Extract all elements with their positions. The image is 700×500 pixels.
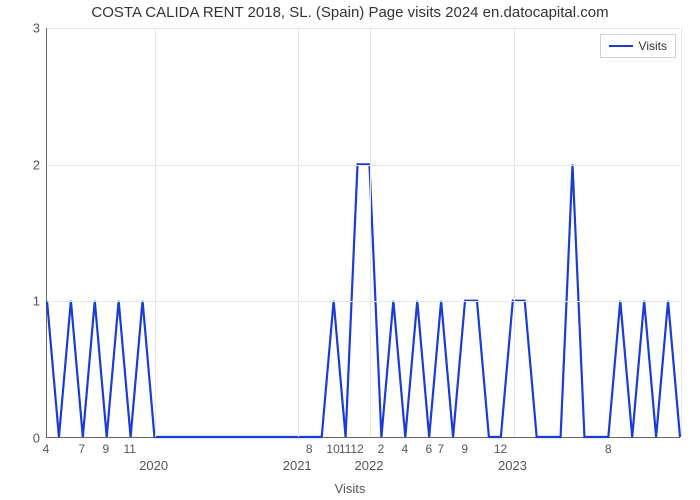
x-year-label: 2020 [139, 458, 168, 473]
grid-line-v [298, 28, 299, 437]
x-tick-label: 12 [494, 442, 507, 456]
x-tick-label: 9 [102, 442, 109, 456]
y-tick-label: 3 [10, 21, 40, 36]
x-tick-label: 7 [437, 442, 444, 456]
x-year-label: 2021 [283, 458, 312, 473]
x-year-label: 2023 [498, 458, 527, 473]
chart-container: COSTA CALIDA RENT 2018, SL. (Spain) Page… [0, 0, 700, 500]
grid-line-v [514, 28, 515, 437]
x-year-label: 2022 [355, 458, 384, 473]
x-tick-label: 2 [378, 442, 385, 456]
x-axis-label: Visits [0, 481, 700, 496]
x-tick-label: 9 [461, 442, 468, 456]
grid-line-v [155, 28, 156, 437]
y-tick-label: 1 [10, 294, 40, 309]
x-tick-label: 10 [326, 442, 339, 456]
grid-line-v [681, 28, 682, 437]
chart-title: COSTA CALIDA RENT 2018, SL. (Spain) Page… [0, 4, 700, 21]
grid-line-h [47, 301, 680, 302]
line-series [47, 28, 680, 437]
legend: Visits [600, 34, 676, 58]
x-tick-label: 4 [43, 442, 50, 456]
y-tick-label: 0 [10, 431, 40, 446]
legend-line-swatch [609, 45, 633, 47]
x-tick-label: 11 [124, 442, 136, 456]
legend-label: Visits [639, 39, 667, 53]
x-tick-label: 4 [402, 442, 409, 456]
x-tick-label: 8 [605, 442, 612, 456]
grid-line-h [47, 28, 680, 29]
plot-area [46, 28, 680, 438]
grid-line-v [370, 28, 371, 437]
x-tick-label: 6 [425, 442, 432, 456]
x-tick-label: 8 [306, 442, 313, 456]
grid-line-h [47, 165, 680, 166]
x-tick-label: 7 [79, 442, 86, 456]
y-tick-label: 2 [10, 157, 40, 172]
x-tick-label: 12 [350, 442, 363, 456]
